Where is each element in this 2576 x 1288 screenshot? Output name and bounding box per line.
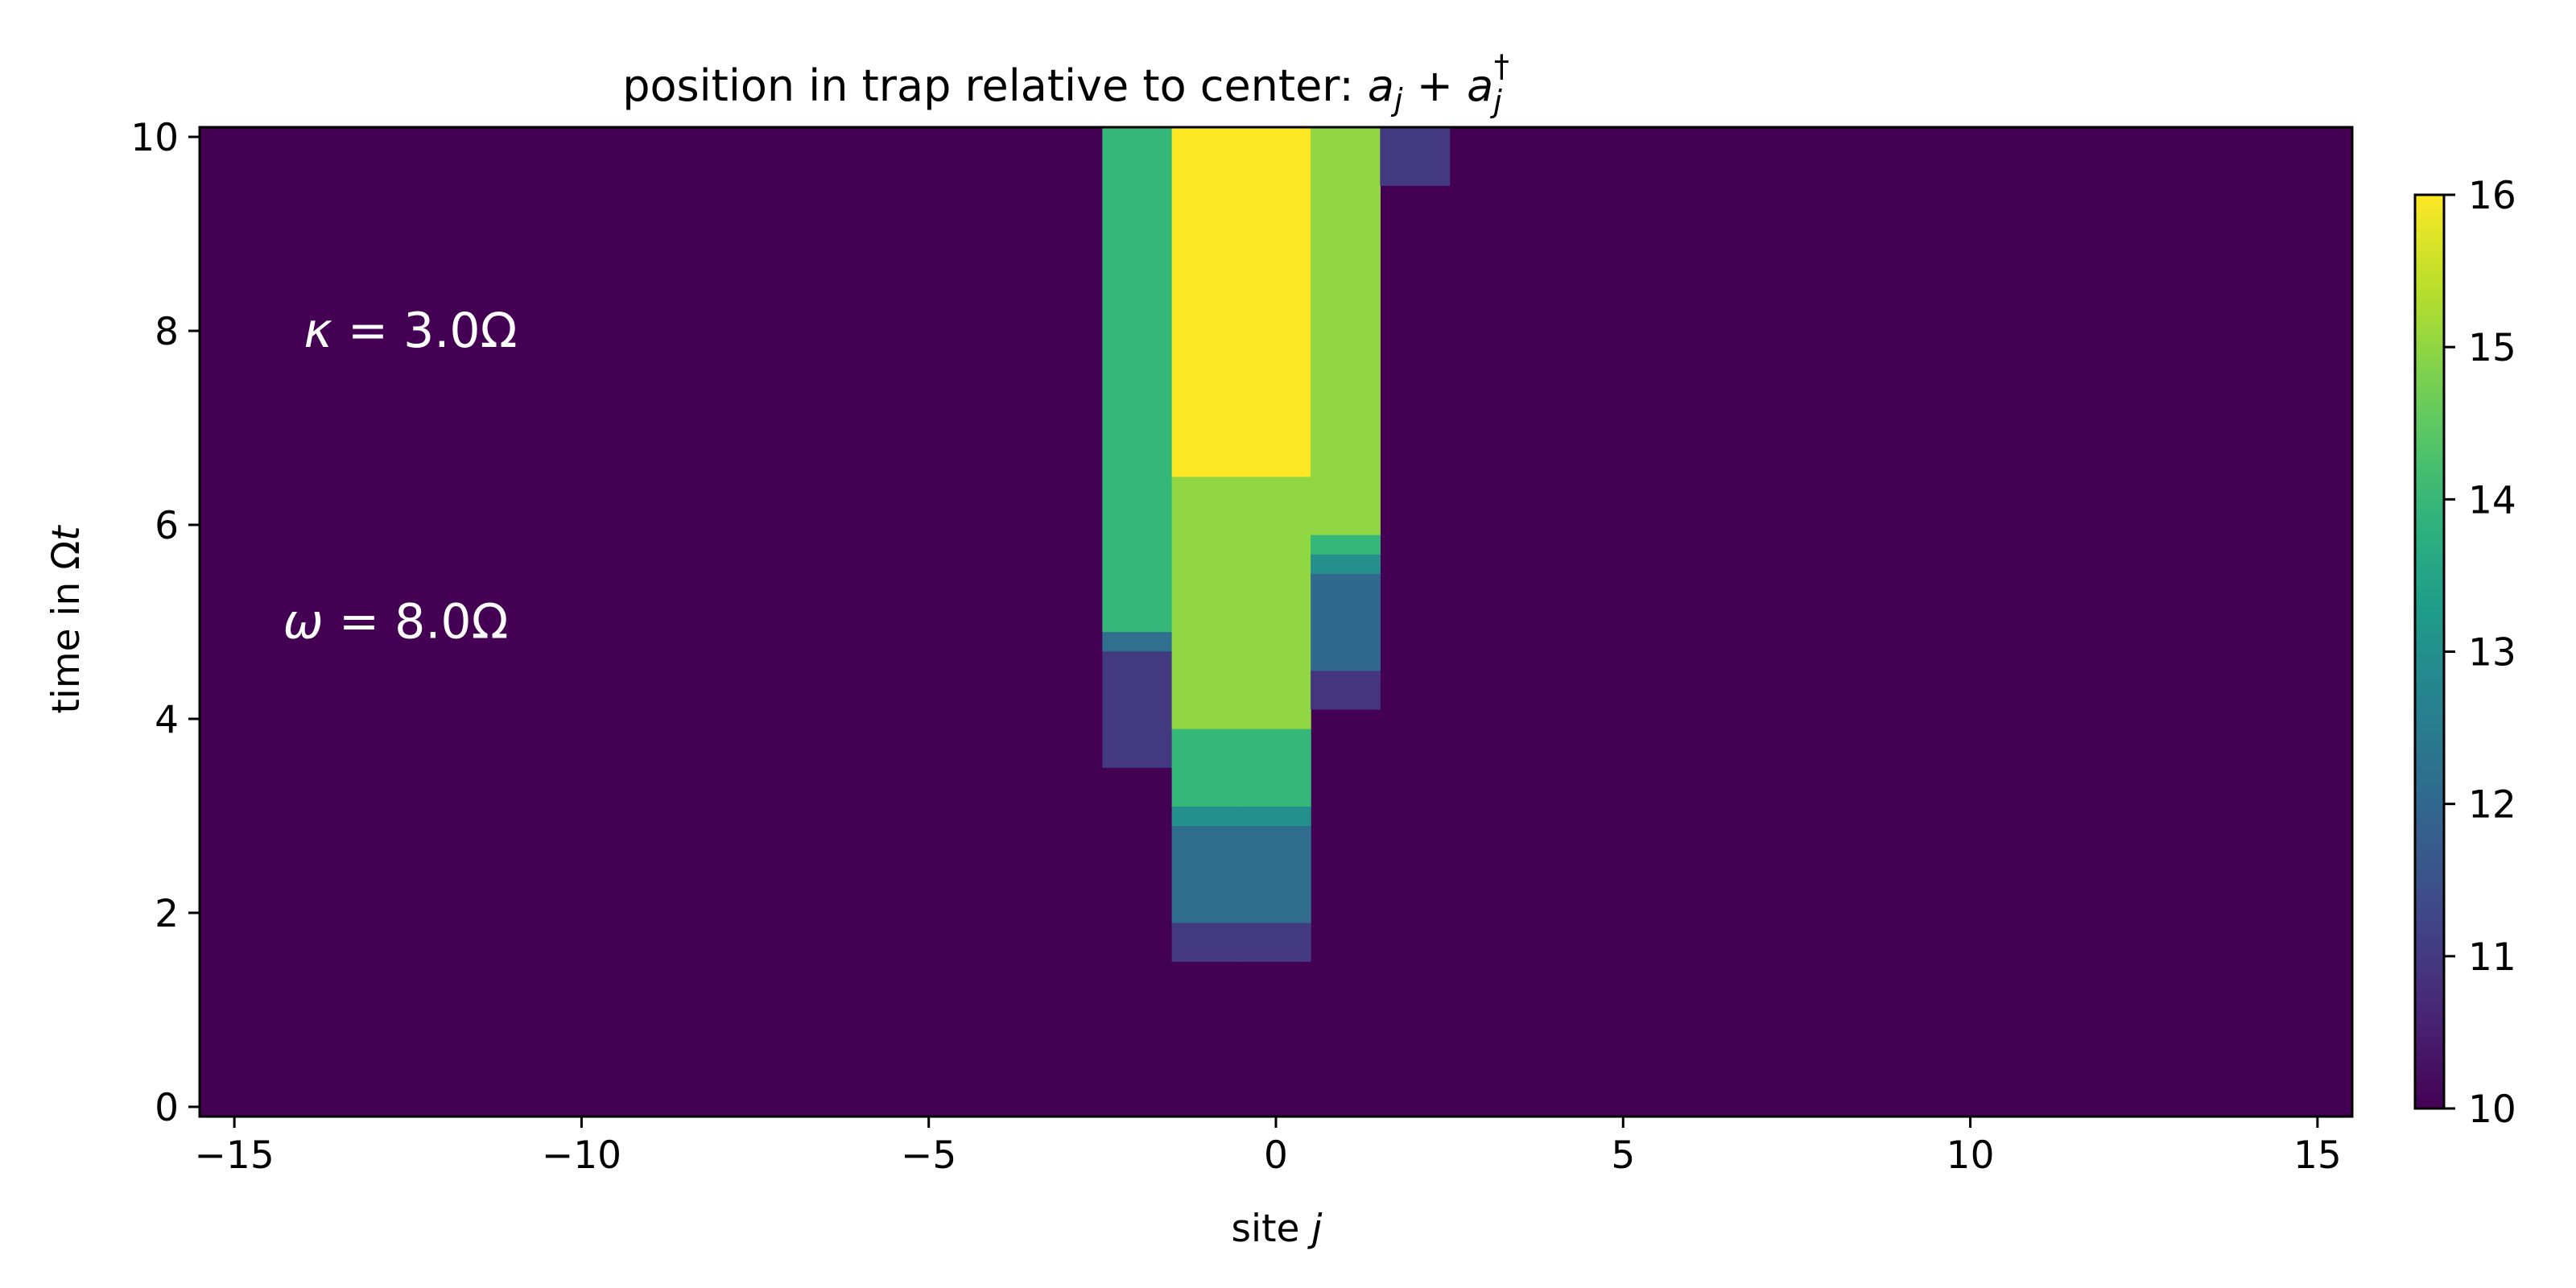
y-tick-label: 2 [155,892,179,936]
parameter-annotation: κ = 3.0Ω [303,303,517,359]
colorbar-gradient [2415,195,2444,1108]
colorbar-tick-label: 12 [2468,783,2516,828]
heatmap-cell [1171,729,1242,807]
x-tick-label: 5 [1611,1133,1635,1178]
x-tick-label: −10 [542,1133,621,1178]
heatmap-cell [1241,825,1311,923]
x-axis-label: site j [1232,1207,1323,1251]
heatmap-cell [1241,729,1311,807]
heatmap-cell [1102,127,1173,633]
colorbar-ticks: 10 11 12 13 14 15 16 [2444,174,2516,1132]
y-tick-label: 6 [155,504,179,548]
heatmap-cell [1171,806,1242,827]
heatmap-cell [1311,554,1381,574]
y-tick-label: 8 [155,310,179,354]
heatmap-cell [1171,825,1242,923]
colorbar: 10 11 12 13 14 15 16 [2413,174,2516,1132]
y-tick-label: 10 [130,116,179,160]
heatmap-cell [1241,476,1311,729]
heatmap-cell [1311,127,1381,535]
colorbar-tick-label: 15 [2468,326,2516,370]
heatmap-cell [1171,127,1242,477]
heatmap-plot-area: κ = 3.0Ω ω = 8.0Ω [198,126,2354,1118]
y-tick-label: 0 [155,1086,179,1130]
parameter-annotation: ω = 8.0Ω [283,594,509,650]
x-tick-label: 10 [1946,1133,1995,1178]
y-axis: 0 2 4 6 8 10 [130,116,200,1130]
y-axis-label: time in Ωt [44,525,89,714]
heatmap-cell [1241,127,1311,477]
x-tick-label: −5 [901,1133,956,1178]
heatmap-cell [1171,923,1242,962]
heatmap-cell [1241,923,1311,962]
heatmap-cell [1311,535,1381,555]
colorbar-tick-label: 14 [2468,478,2516,522]
colorbar-tick-label: 13 [2468,631,2516,675]
x-tick-label: 0 [1264,1133,1288,1178]
heatmap-cell [1241,806,1311,827]
colorbar-tick-label: 10 [2468,1088,2516,1132]
x-axis: −15 −10 −5 0 5 10 15 [195,1117,2342,1178]
parameter-annotations: κ = 3.0Ω ω = 8.0Ω [283,303,518,650]
heatmap-cell [1171,476,1242,729]
heatmap-cell [1102,650,1173,768]
heatmap-cells [1102,127,1451,962]
x-tick-label: 15 [2293,1133,2342,1178]
heatmap-cell [1311,573,1381,671]
colorbar-tick-label: 11 [2468,935,2516,980]
x-tick-label: −15 [195,1133,275,1178]
heatmap-cell [1380,127,1451,186]
heatmap-cell [1311,670,1381,710]
colorbar-tick-label: 16 [2468,174,2516,218]
heatmap-cell [1102,631,1173,652]
y-tick-label: 4 [155,698,179,742]
chart-title: position in trap relative to center: aj … [622,48,1509,119]
